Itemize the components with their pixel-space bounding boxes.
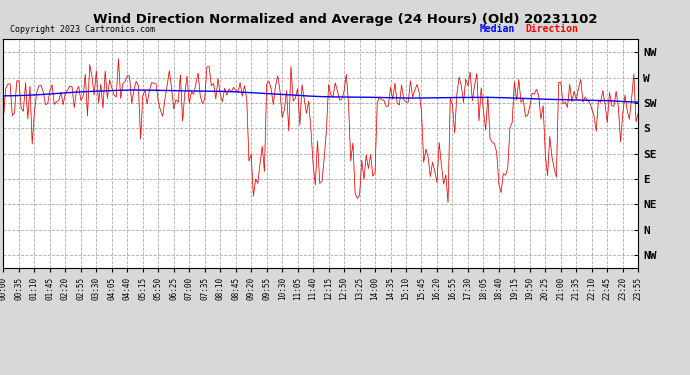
Text: Median: Median — [480, 24, 515, 34]
Text: Direction: Direction — [526, 24, 579, 34]
Text: Wind Direction Normalized and Average (24 Hours) (Old) 20231102: Wind Direction Normalized and Average (2… — [92, 13, 598, 26]
Text: Copyright 2023 Cartronics.com: Copyright 2023 Cartronics.com — [10, 25, 155, 34]
